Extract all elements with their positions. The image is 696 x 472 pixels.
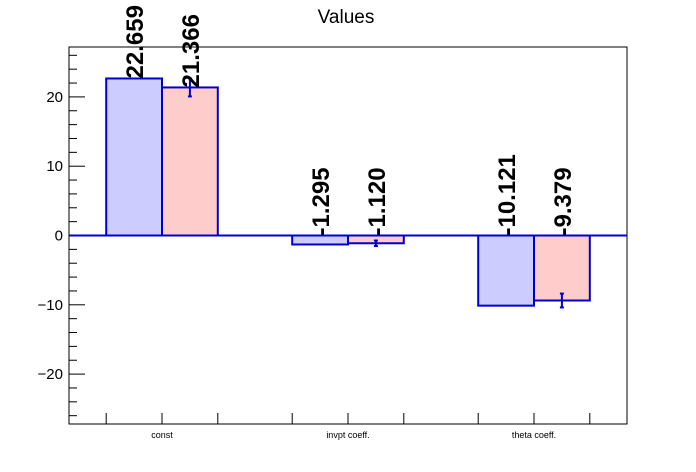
y-tick-label: −10 <box>38 297 63 314</box>
bar-series1 <box>105 77 163 237</box>
data-label: -10.121 <box>494 154 521 235</box>
y-tick-label: 0 <box>55 228 63 245</box>
category-label: const <box>151 430 173 440</box>
plot-area: −20 −10 0 10 20 22.659 -1.295 -10.121 21.366 -1.1… <box>38 5 628 440</box>
data-label: -9.379 <box>550 167 577 235</box>
data-label: 21.366 <box>178 14 205 87</box>
data-label: 22.659 <box>122 5 149 78</box>
y-tick-label: −20 <box>38 366 63 383</box>
bar-series2 <box>161 86 219 237</box>
y-tick-label: 10 <box>46 158 63 175</box>
bar-series1 <box>291 234 350 246</box>
category-label: invpt coeff. <box>326 430 369 440</box>
bar-series1 <box>477 234 536 307</box>
data-label: -1.120 <box>364 167 391 235</box>
data-label: -1.295 <box>308 167 335 235</box>
category-label: theta coeff. <box>512 430 556 440</box>
y-tick-label: 20 <box>46 89 63 106</box>
chart-title: Values <box>318 7 375 28</box>
bar-series2 <box>533 234 591 302</box>
